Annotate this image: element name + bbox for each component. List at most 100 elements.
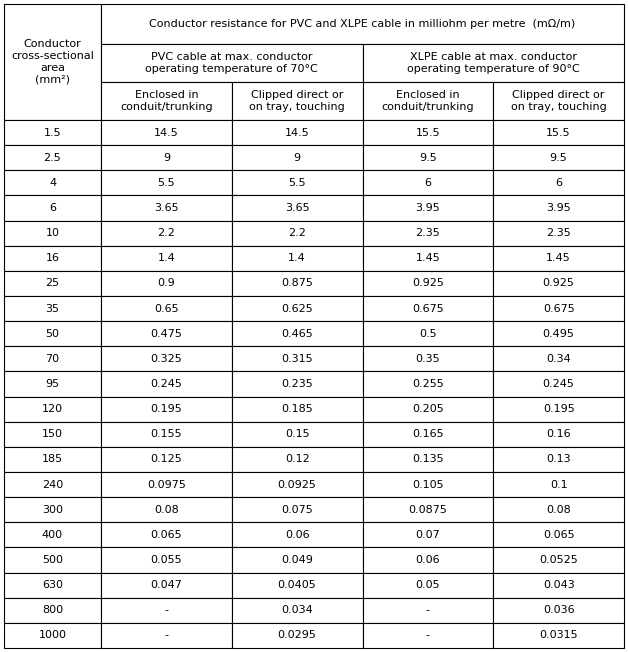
Text: Enclosed in
conduit/trunking: Enclosed in conduit/trunking <box>382 90 474 112</box>
Text: 0.06: 0.06 <box>285 530 310 540</box>
Bar <box>4 472 101 497</box>
Bar <box>362 271 493 296</box>
Bar <box>232 447 362 472</box>
Text: 0.875: 0.875 <box>281 278 313 288</box>
Bar <box>4 447 101 472</box>
Text: 10: 10 <box>45 228 60 238</box>
Bar <box>362 497 493 522</box>
Bar <box>4 346 101 372</box>
Bar <box>493 422 624 447</box>
Bar <box>362 522 493 548</box>
Text: 0.475: 0.475 <box>151 329 182 339</box>
Bar <box>4 372 101 396</box>
Text: 15.5: 15.5 <box>416 128 440 138</box>
Bar <box>232 246 362 271</box>
Bar <box>362 120 493 145</box>
Bar <box>362 220 493 246</box>
Text: 1.5: 1.5 <box>44 128 62 138</box>
Bar <box>362 145 493 170</box>
Text: 1.45: 1.45 <box>416 253 440 263</box>
Bar <box>4 497 101 522</box>
Bar <box>101 623 232 648</box>
Bar <box>101 522 232 548</box>
Text: 0.0875: 0.0875 <box>408 505 447 514</box>
Bar <box>232 522 362 548</box>
Text: 0.105: 0.105 <box>412 480 444 490</box>
Bar <box>4 220 101 246</box>
Bar <box>362 598 493 623</box>
Text: 0.675: 0.675 <box>412 304 444 314</box>
Text: 0.65: 0.65 <box>154 304 179 314</box>
Text: 1.4: 1.4 <box>158 253 175 263</box>
Text: 0.034: 0.034 <box>281 605 313 615</box>
Bar <box>4 196 101 220</box>
Bar <box>101 497 232 522</box>
Bar <box>493 296 624 321</box>
Bar <box>101 120 232 145</box>
Bar <box>4 522 101 548</box>
Bar <box>362 422 493 447</box>
Text: 2.35: 2.35 <box>546 228 571 238</box>
Bar <box>232 598 362 623</box>
Text: 0.5: 0.5 <box>419 329 436 339</box>
Text: 15.5: 15.5 <box>546 128 571 138</box>
Bar <box>493 145 624 170</box>
Text: 0.15: 0.15 <box>285 429 310 439</box>
Bar <box>4 145 101 170</box>
Text: 500: 500 <box>42 555 63 565</box>
Text: -: - <box>165 605 168 615</box>
Bar <box>4 623 101 648</box>
Text: 0.08: 0.08 <box>546 505 571 514</box>
Text: 0.325: 0.325 <box>151 354 182 364</box>
Bar <box>101 170 232 196</box>
Bar <box>101 44 362 82</box>
Bar <box>101 598 232 623</box>
Bar <box>493 196 624 220</box>
Bar <box>362 196 493 220</box>
Text: 3.65: 3.65 <box>285 203 310 213</box>
Text: 0.235: 0.235 <box>281 379 313 389</box>
Text: 6: 6 <box>425 178 431 188</box>
Text: 0.06: 0.06 <box>416 555 440 565</box>
Text: 0.205: 0.205 <box>412 404 444 414</box>
Bar <box>4 572 101 598</box>
Bar <box>232 321 362 346</box>
Text: 120: 120 <box>42 404 63 414</box>
Bar <box>4 396 101 422</box>
Text: 70: 70 <box>45 354 60 364</box>
Bar <box>493 623 624 648</box>
Bar <box>493 598 624 623</box>
Text: 0.315: 0.315 <box>281 354 313 364</box>
Text: 1000: 1000 <box>38 630 67 640</box>
Bar <box>4 422 101 447</box>
Bar <box>362 396 493 422</box>
Bar <box>493 321 624 346</box>
Text: 9.5: 9.5 <box>419 153 436 163</box>
Bar <box>362 296 493 321</box>
Bar <box>362 44 624 82</box>
Text: 3.95: 3.95 <box>546 203 571 213</box>
Bar <box>362 623 493 648</box>
Bar <box>362 372 493 396</box>
Text: 0.1: 0.1 <box>550 480 568 490</box>
Bar <box>101 145 232 170</box>
Text: 95: 95 <box>45 379 60 389</box>
Text: 5.5: 5.5 <box>158 178 175 188</box>
Text: Conductor
cross-sectional
area
(mm²): Conductor cross-sectional area (mm²) <box>11 39 94 85</box>
Bar <box>232 145 362 170</box>
Text: 4: 4 <box>49 178 56 188</box>
Text: 14.5: 14.5 <box>154 128 179 138</box>
Text: 800: 800 <box>42 605 63 615</box>
Text: 0.925: 0.925 <box>412 278 444 288</box>
Text: 0.185: 0.185 <box>281 404 313 414</box>
Bar <box>362 447 493 472</box>
Bar <box>232 396 362 422</box>
Bar <box>232 472 362 497</box>
Text: 0.16: 0.16 <box>546 429 571 439</box>
Text: 0.0925: 0.0925 <box>278 480 317 490</box>
Text: 0.0525: 0.0525 <box>539 555 578 565</box>
Text: 6: 6 <box>555 178 562 188</box>
Bar <box>493 497 624 522</box>
Bar <box>101 346 232 372</box>
Text: 3.95: 3.95 <box>416 203 440 213</box>
